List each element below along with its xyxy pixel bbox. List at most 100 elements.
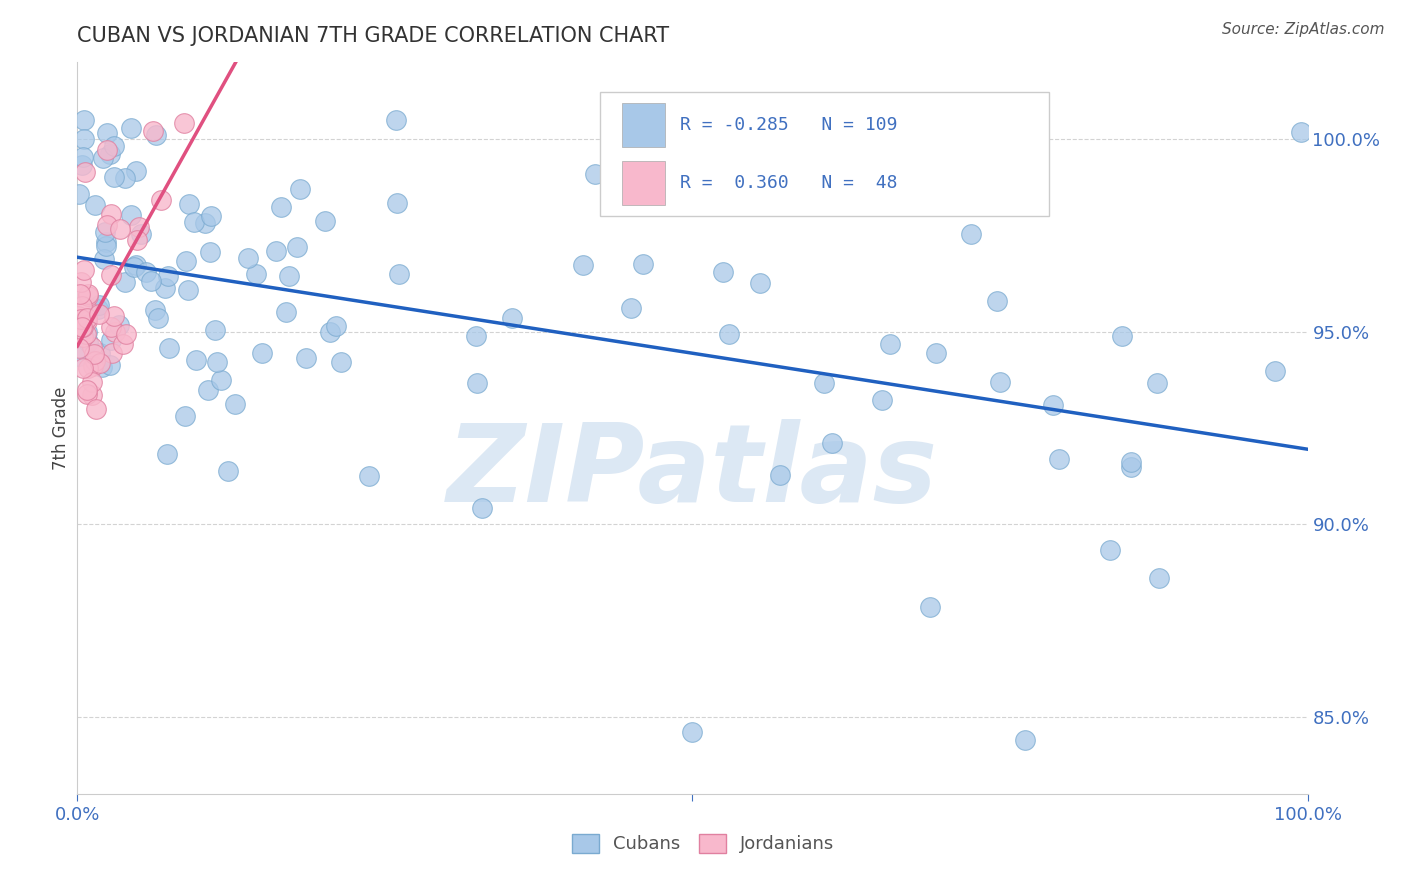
- Point: [73, 113, 96, 128]
- Point: [125, 164, 148, 178]
- Point: [111, 337, 134, 351]
- Point: [73, 263, 96, 277]
- Point: [1119, 455, 1142, 469]
- Point: [325, 319, 347, 334]
- Point: [100, 358, 122, 372]
- Point: [1291, 125, 1313, 139]
- Point: [103, 309, 125, 323]
- Point: [70, 312, 93, 326]
- Point: [142, 124, 165, 138]
- Point: [288, 182, 311, 196]
- Point: [194, 216, 217, 230]
- Point: [114, 171, 136, 186]
- Point: [631, 257, 654, 271]
- Point: [217, 464, 239, 478]
- Point: [125, 258, 148, 272]
- Point: [988, 376, 1011, 390]
- Point: [120, 120, 142, 135]
- Point: [157, 268, 180, 283]
- Point: [80, 340, 103, 354]
- Point: [108, 318, 131, 332]
- Point: [67, 349, 90, 363]
- Point: [103, 169, 125, 184]
- Point: [200, 209, 222, 223]
- Point: [128, 219, 150, 234]
- Point: [67, 309, 90, 323]
- Y-axis label: 7th Grade: 7th Grade: [52, 386, 70, 470]
- Point: [183, 214, 205, 228]
- Point: [91, 151, 114, 165]
- Point: [146, 310, 169, 325]
- Point: [156, 447, 179, 461]
- Point: [920, 599, 942, 614]
- Point: [77, 334, 100, 349]
- Point: [76, 325, 98, 339]
- Point: [176, 253, 198, 268]
- Point: [80, 375, 103, 389]
- Point: [1119, 459, 1142, 474]
- Point: [986, 294, 1008, 309]
- Point: [72, 329, 94, 343]
- Point: [72, 150, 94, 164]
- Point: [173, 116, 195, 130]
- Point: [465, 376, 488, 390]
- Point: [388, 268, 411, 282]
- Point: [145, 128, 167, 142]
- Point: [100, 333, 122, 347]
- Point: [96, 143, 118, 157]
- Point: [73, 165, 96, 179]
- Point: [69, 287, 91, 301]
- Point: [924, 345, 946, 359]
- Point: [75, 326, 97, 341]
- Point: [939, 168, 962, 182]
- Point: [276, 305, 298, 319]
- Point: [70, 319, 93, 334]
- Point: [620, 301, 643, 315]
- Point: [135, 265, 157, 279]
- Text: R = -0.285   N = 109: R = -0.285 N = 109: [681, 116, 897, 134]
- FancyBboxPatch shape: [600, 92, 1049, 216]
- Point: [173, 409, 195, 423]
- Point: [209, 373, 232, 387]
- Point: [285, 240, 308, 254]
- Point: [870, 393, 893, 408]
- Point: [1264, 364, 1286, 378]
- Point: [82, 388, 104, 402]
- Point: [270, 200, 292, 214]
- Point: [70, 275, 93, 289]
- Point: [77, 289, 100, 303]
- Text: R =  0.360   N =  48: R = 0.360 N = 48: [681, 174, 897, 192]
- Point: [94, 225, 117, 239]
- Point: [91, 359, 114, 374]
- Point: [143, 302, 166, 317]
- Point: [141, 274, 163, 288]
- Point: [84, 198, 107, 212]
- Point: [387, 196, 409, 211]
- Point: [70, 158, 93, 172]
- Point: [149, 193, 172, 207]
- Point: [1014, 733, 1036, 747]
- Point: [120, 208, 142, 222]
- Point: [250, 346, 273, 360]
- Point: [100, 320, 122, 334]
- Point: [1111, 329, 1133, 343]
- Point: [179, 197, 201, 211]
- Point: [114, 276, 136, 290]
- Point: [114, 327, 136, 342]
- Point: [76, 311, 98, 326]
- Point: [278, 269, 301, 284]
- Point: [87, 307, 110, 321]
- Point: [682, 725, 704, 739]
- Point: [295, 351, 318, 365]
- Point: [70, 313, 93, 327]
- Point: [67, 341, 90, 355]
- Point: [879, 336, 901, 351]
- Point: [571, 259, 593, 273]
- Point: [83, 347, 105, 361]
- Point: [129, 227, 152, 242]
- Point: [359, 469, 381, 483]
- Point: [77, 287, 100, 301]
- Point: [89, 298, 111, 312]
- Point: [1042, 398, 1064, 412]
- Point: [583, 167, 606, 181]
